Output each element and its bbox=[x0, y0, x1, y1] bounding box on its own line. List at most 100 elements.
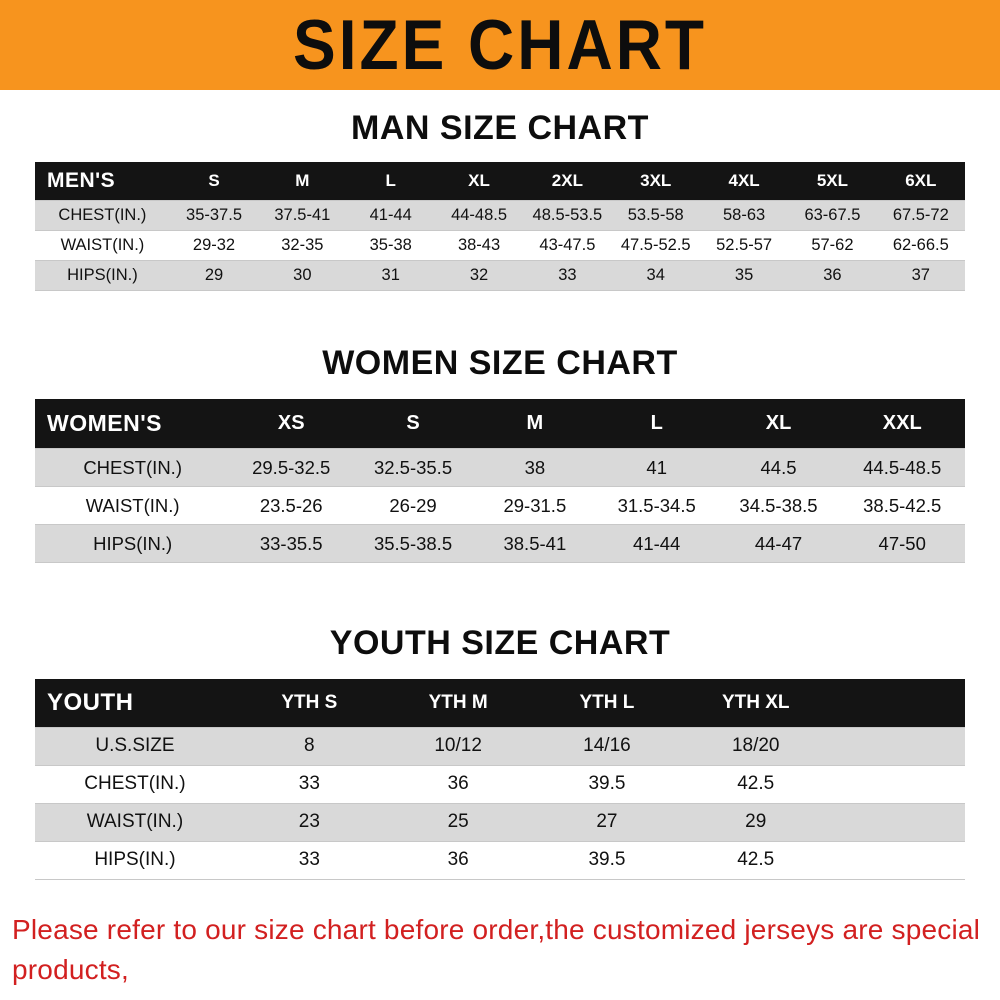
size-value: 67.5-72 bbox=[892, 205, 949, 224]
table-label-header: YOUTH bbox=[35, 679, 235, 727]
size-column-header: XL bbox=[717, 398, 840, 449]
size-value: 29-32 bbox=[192, 235, 236, 254]
table-row: U.S.SIZE 8 10/12 14/16 18/20 bbox=[35, 727, 965, 765]
size-value: 39.5 bbox=[588, 773, 626, 794]
row-label: CHEST(IN.) bbox=[83, 456, 182, 478]
size-value: 39.5 bbox=[588, 849, 626, 870]
table-row: HIPS(IN.) 33-35.5 35.5-38.5 38.5-41 41-44 44-… bbox=[35, 524, 965, 563]
size-value: 8 bbox=[304, 735, 315, 756]
size-column-header: YTH M bbox=[383, 679, 533, 727]
row-label: WAIST(IN.) bbox=[85, 494, 180, 516]
size-value: 23 bbox=[298, 811, 320, 832]
size-column-header: 2XL bbox=[523, 162, 612, 200]
size-value: 36 bbox=[823, 265, 842, 284]
size-column-header: S bbox=[169, 162, 259, 200]
table-row: HIPS(IN.) 29 30 31 32 33 34 35 36 37 bbox=[35, 260, 965, 290]
size-value: 32.5-35.5 bbox=[373, 456, 453, 478]
size-value: 62-66.5 bbox=[892, 235, 949, 254]
youth-size-chart-heading: YOUTH SIZE CHART bbox=[329, 624, 671, 662]
spacer-cell bbox=[830, 679, 965, 727]
size-column-header: M bbox=[258, 162, 347, 200]
size-column-header: XXL bbox=[839, 398, 965, 449]
table-header-row: MEN'S S M L XL 2XL 3XL 4XL 5XL 6XL bbox=[35, 162, 965, 200]
table-header-row: WOMEN'S XS S M L XL XXL bbox=[35, 398, 965, 449]
size-column-header: S bbox=[352, 398, 474, 449]
women-size-table: WOMEN'S XS S M L XL XXL CHEST(IN.) 29.5-32.5 32.5… bbox=[35, 398, 965, 564]
size-value: 38 bbox=[524, 456, 546, 478]
table-row: WAIST(IN.) 23.5-26 26-29 29-31.5 31.5-34.5 34… bbox=[35, 486, 965, 525]
row-label: WAIST(IN.) bbox=[86, 811, 184, 832]
size-column-header: YTH L bbox=[532, 679, 682, 727]
size-value: 38.5-42.5 bbox=[863, 494, 942, 516]
table-row: HIPS(IN.) 33 36 39.5 42.5 bbox=[35, 841, 965, 879]
table-row: CHEST(IN.) 35-37.5 37.5-41 41-44 44-48.5 48.5… bbox=[35, 200, 965, 230]
notice-line-2: we don’t accept cancel, change, teturn o… bbox=[12, 991, 988, 1000]
spacer-cell bbox=[830, 765, 965, 803]
row-label: HIPS(IN.) bbox=[94, 849, 176, 870]
size-value: 29 bbox=[745, 811, 767, 832]
size-value: 44-47 bbox=[754, 532, 803, 554]
size-value: 33 bbox=[298, 773, 320, 794]
size-value: 36 bbox=[447, 773, 469, 794]
size-value: 33 bbox=[558, 265, 577, 284]
size-value: 38.5-41 bbox=[503, 532, 567, 554]
youth-size-table: YOUTH YTH S YTH M YTH L YTH XL U.S.SIZE 8 10/12… bbox=[35, 679, 965, 880]
size-value: 47-50 bbox=[878, 532, 926, 554]
size-value: 25 bbox=[447, 811, 469, 832]
size-value: 48.5-53.5 bbox=[532, 205, 603, 224]
size-value: 33 bbox=[298, 849, 320, 870]
row-label: WAIST(IN.) bbox=[60, 235, 145, 254]
size-value: 57-62 bbox=[811, 235, 854, 254]
size-value: 37.5-41 bbox=[274, 205, 331, 224]
size-value: 29.5-32.5 bbox=[252, 456, 331, 478]
size-value: 41-44 bbox=[633, 532, 681, 554]
size-column-header: YTH XL bbox=[681, 679, 831, 727]
size-value: 10/12 bbox=[434, 735, 482, 756]
row-label: U.S.SIZE bbox=[95, 735, 175, 756]
notice-line-1: Please refer to our size chart before or… bbox=[12, 913, 981, 986]
spacer-cell bbox=[830, 727, 965, 765]
size-column-header: XL bbox=[434, 162, 524, 200]
size-column-header: 3XL bbox=[611, 162, 700, 200]
size-value: 35 bbox=[734, 265, 754, 284]
size-value: 52.5-57 bbox=[716, 235, 773, 254]
size-value: 14/16 bbox=[583, 735, 631, 756]
size-value: 44-48.5 bbox=[451, 205, 508, 224]
size-value: 29-31.5 bbox=[503, 494, 567, 516]
size-value: 30 bbox=[293, 265, 312, 284]
youth-size-chart-section: YOUTH SIZE CHART YOUTH YTH S YTH M YTH L YTH… bbox=[0, 623, 1000, 880]
women-size-chart-section: WOMEN SIZE CHART WOMEN'S XS S M L XL XXL CHEST(… bbox=[0, 343, 1000, 564]
size-value: 41 bbox=[646, 456, 667, 478]
size-value: 31.5-34.5 bbox=[617, 494, 696, 516]
size-value: 34 bbox=[646, 265, 665, 284]
size-column-header: 4XL bbox=[699, 162, 789, 200]
footer-notice: Please refer to our size chart before or… bbox=[12, 910, 988, 1000]
size-value: 35.5-38.5 bbox=[373, 532, 453, 554]
size-value: 35-37.5 bbox=[186, 205, 242, 224]
size-value: 35-38 bbox=[369, 235, 412, 254]
size-column-header: 5XL bbox=[788, 162, 877, 200]
size-value: 31 bbox=[381, 265, 400, 284]
size-value: 26-29 bbox=[389, 494, 437, 516]
spacer-cell bbox=[830, 841, 965, 879]
man-size-chart-section: MAN SIZE CHART MEN'S S M L XL 2XL 3XL 4XL 5XL 6XL… bbox=[0, 108, 1000, 291]
table-row: CHEST(IN.) 33 36 39.5 42.5 bbox=[35, 765, 965, 803]
row-label: CHEST(IN.) bbox=[84, 773, 186, 794]
size-value: 33-35.5 bbox=[259, 532, 323, 554]
size-value: 53.5-58 bbox=[627, 205, 684, 224]
table-row: CHEST(IN.) 29.5-32.5 32.5-35.5 38 41 44.5 44.5… bbox=[35, 448, 965, 487]
row-label: HIPS(IN.) bbox=[93, 532, 173, 554]
women-size-chart-heading: WOMEN SIZE CHART bbox=[322, 343, 678, 382]
size-value: 38-43 bbox=[457, 235, 501, 254]
size-value: 32-35 bbox=[281, 235, 324, 254]
table-label-header: MEN'S bbox=[35, 162, 170, 200]
table-header-row: YOUTH YTH S YTH M YTH L YTH XL bbox=[35, 679, 965, 727]
row-label: HIPS(IN.) bbox=[67, 265, 138, 284]
size-value: 43-47.5 bbox=[539, 235, 596, 254]
size-column-header: 6XL bbox=[876, 162, 965, 200]
size-value: 42.5 bbox=[737, 849, 775, 870]
size-value: 27 bbox=[596, 811, 618, 832]
size-value: 29 bbox=[204, 265, 224, 284]
size-value: 41-44 bbox=[369, 205, 412, 224]
size-value: 32 bbox=[469, 265, 489, 284]
